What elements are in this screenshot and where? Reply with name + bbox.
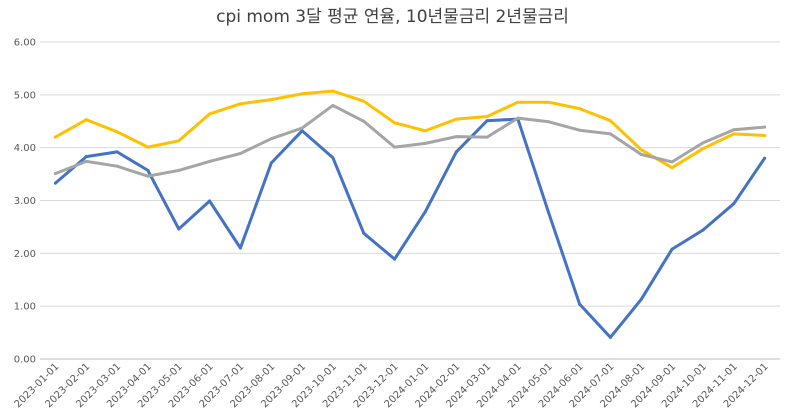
data-point	[454, 135, 458, 139]
data-point	[393, 257, 397, 261]
series-line-1	[53, 117, 767, 339]
y-tick-label: 0.00	[14, 355, 36, 366]
data-point	[84, 159, 88, 163]
data-point	[701, 141, 705, 145]
data-point	[208, 199, 212, 203]
data-point	[300, 92, 304, 96]
data-point	[84, 118, 88, 122]
data-point	[454, 150, 458, 154]
y-tick-label: 6.00	[14, 38, 36, 49]
data-point	[146, 145, 150, 149]
data-point	[177, 227, 181, 231]
data-point	[238, 151, 242, 155]
data-point	[485, 119, 489, 123]
data-point	[331, 89, 335, 93]
data-point	[608, 119, 612, 123]
data-point	[84, 155, 88, 159]
y-tick-label: 2.00	[14, 249, 36, 260]
data-point	[269, 161, 273, 165]
data-point	[208, 112, 212, 116]
data-point	[732, 128, 736, 132]
data-point	[300, 129, 304, 133]
data-point	[362, 99, 366, 103]
data-point	[115, 164, 119, 168]
data-point	[763, 134, 767, 138]
data-point	[208, 159, 212, 163]
data-point	[269, 137, 273, 141]
data-point	[115, 150, 119, 154]
data-point	[454, 117, 458, 121]
series-line-2	[53, 89, 767, 170]
y-tick-label: 5.00	[14, 90, 36, 101]
data-point	[423, 210, 427, 214]
data-point	[238, 102, 242, 106]
data-point	[732, 132, 736, 136]
data-point	[177, 168, 181, 172]
data-point	[362, 119, 366, 123]
data-point	[331, 103, 335, 107]
data-point	[578, 302, 582, 306]
data-point	[393, 145, 397, 149]
data-point	[578, 128, 582, 132]
data-point	[485, 135, 489, 139]
data-point	[608, 132, 612, 136]
data-point	[763, 125, 767, 129]
data-point	[269, 98, 273, 102]
data-point	[670, 166, 674, 170]
data-point	[639, 148, 643, 152]
data-point	[701, 147, 705, 151]
data-point	[516, 116, 520, 120]
data-point	[115, 130, 119, 134]
data-point	[177, 139, 181, 143]
data-point	[578, 107, 582, 111]
y-tick-label: 1.00	[14, 302, 36, 313]
chart-title: cpi mom 3달 평균 연율, 10년물금리 2년물금리	[216, 7, 569, 27]
data-point	[516, 100, 520, 104]
data-point	[53, 135, 57, 139]
data-point	[53, 172, 57, 176]
data-point	[732, 202, 736, 206]
data-point	[701, 228, 705, 232]
data-point	[547, 120, 551, 124]
y-tick-label: 4.00	[14, 143, 36, 154]
data-point	[146, 168, 150, 172]
data-point	[547, 211, 551, 215]
data-point	[331, 156, 335, 160]
data-point	[423, 141, 427, 145]
series-line-3	[53, 103, 767, 178]
data-point	[547, 100, 551, 104]
data-point	[423, 129, 427, 133]
data-point	[608, 335, 612, 339]
data-point	[639, 297, 643, 301]
data-point	[300, 126, 304, 130]
data-point	[670, 247, 674, 251]
data-point	[639, 153, 643, 157]
data-point	[362, 231, 366, 235]
data-point	[485, 114, 489, 118]
data-point	[238, 246, 242, 250]
data-point	[763, 156, 767, 160]
data-point	[53, 181, 57, 185]
data-point	[393, 121, 397, 125]
y-tick-label: 3.00	[14, 196, 36, 207]
data-point	[670, 160, 674, 164]
data-point	[146, 174, 150, 178]
